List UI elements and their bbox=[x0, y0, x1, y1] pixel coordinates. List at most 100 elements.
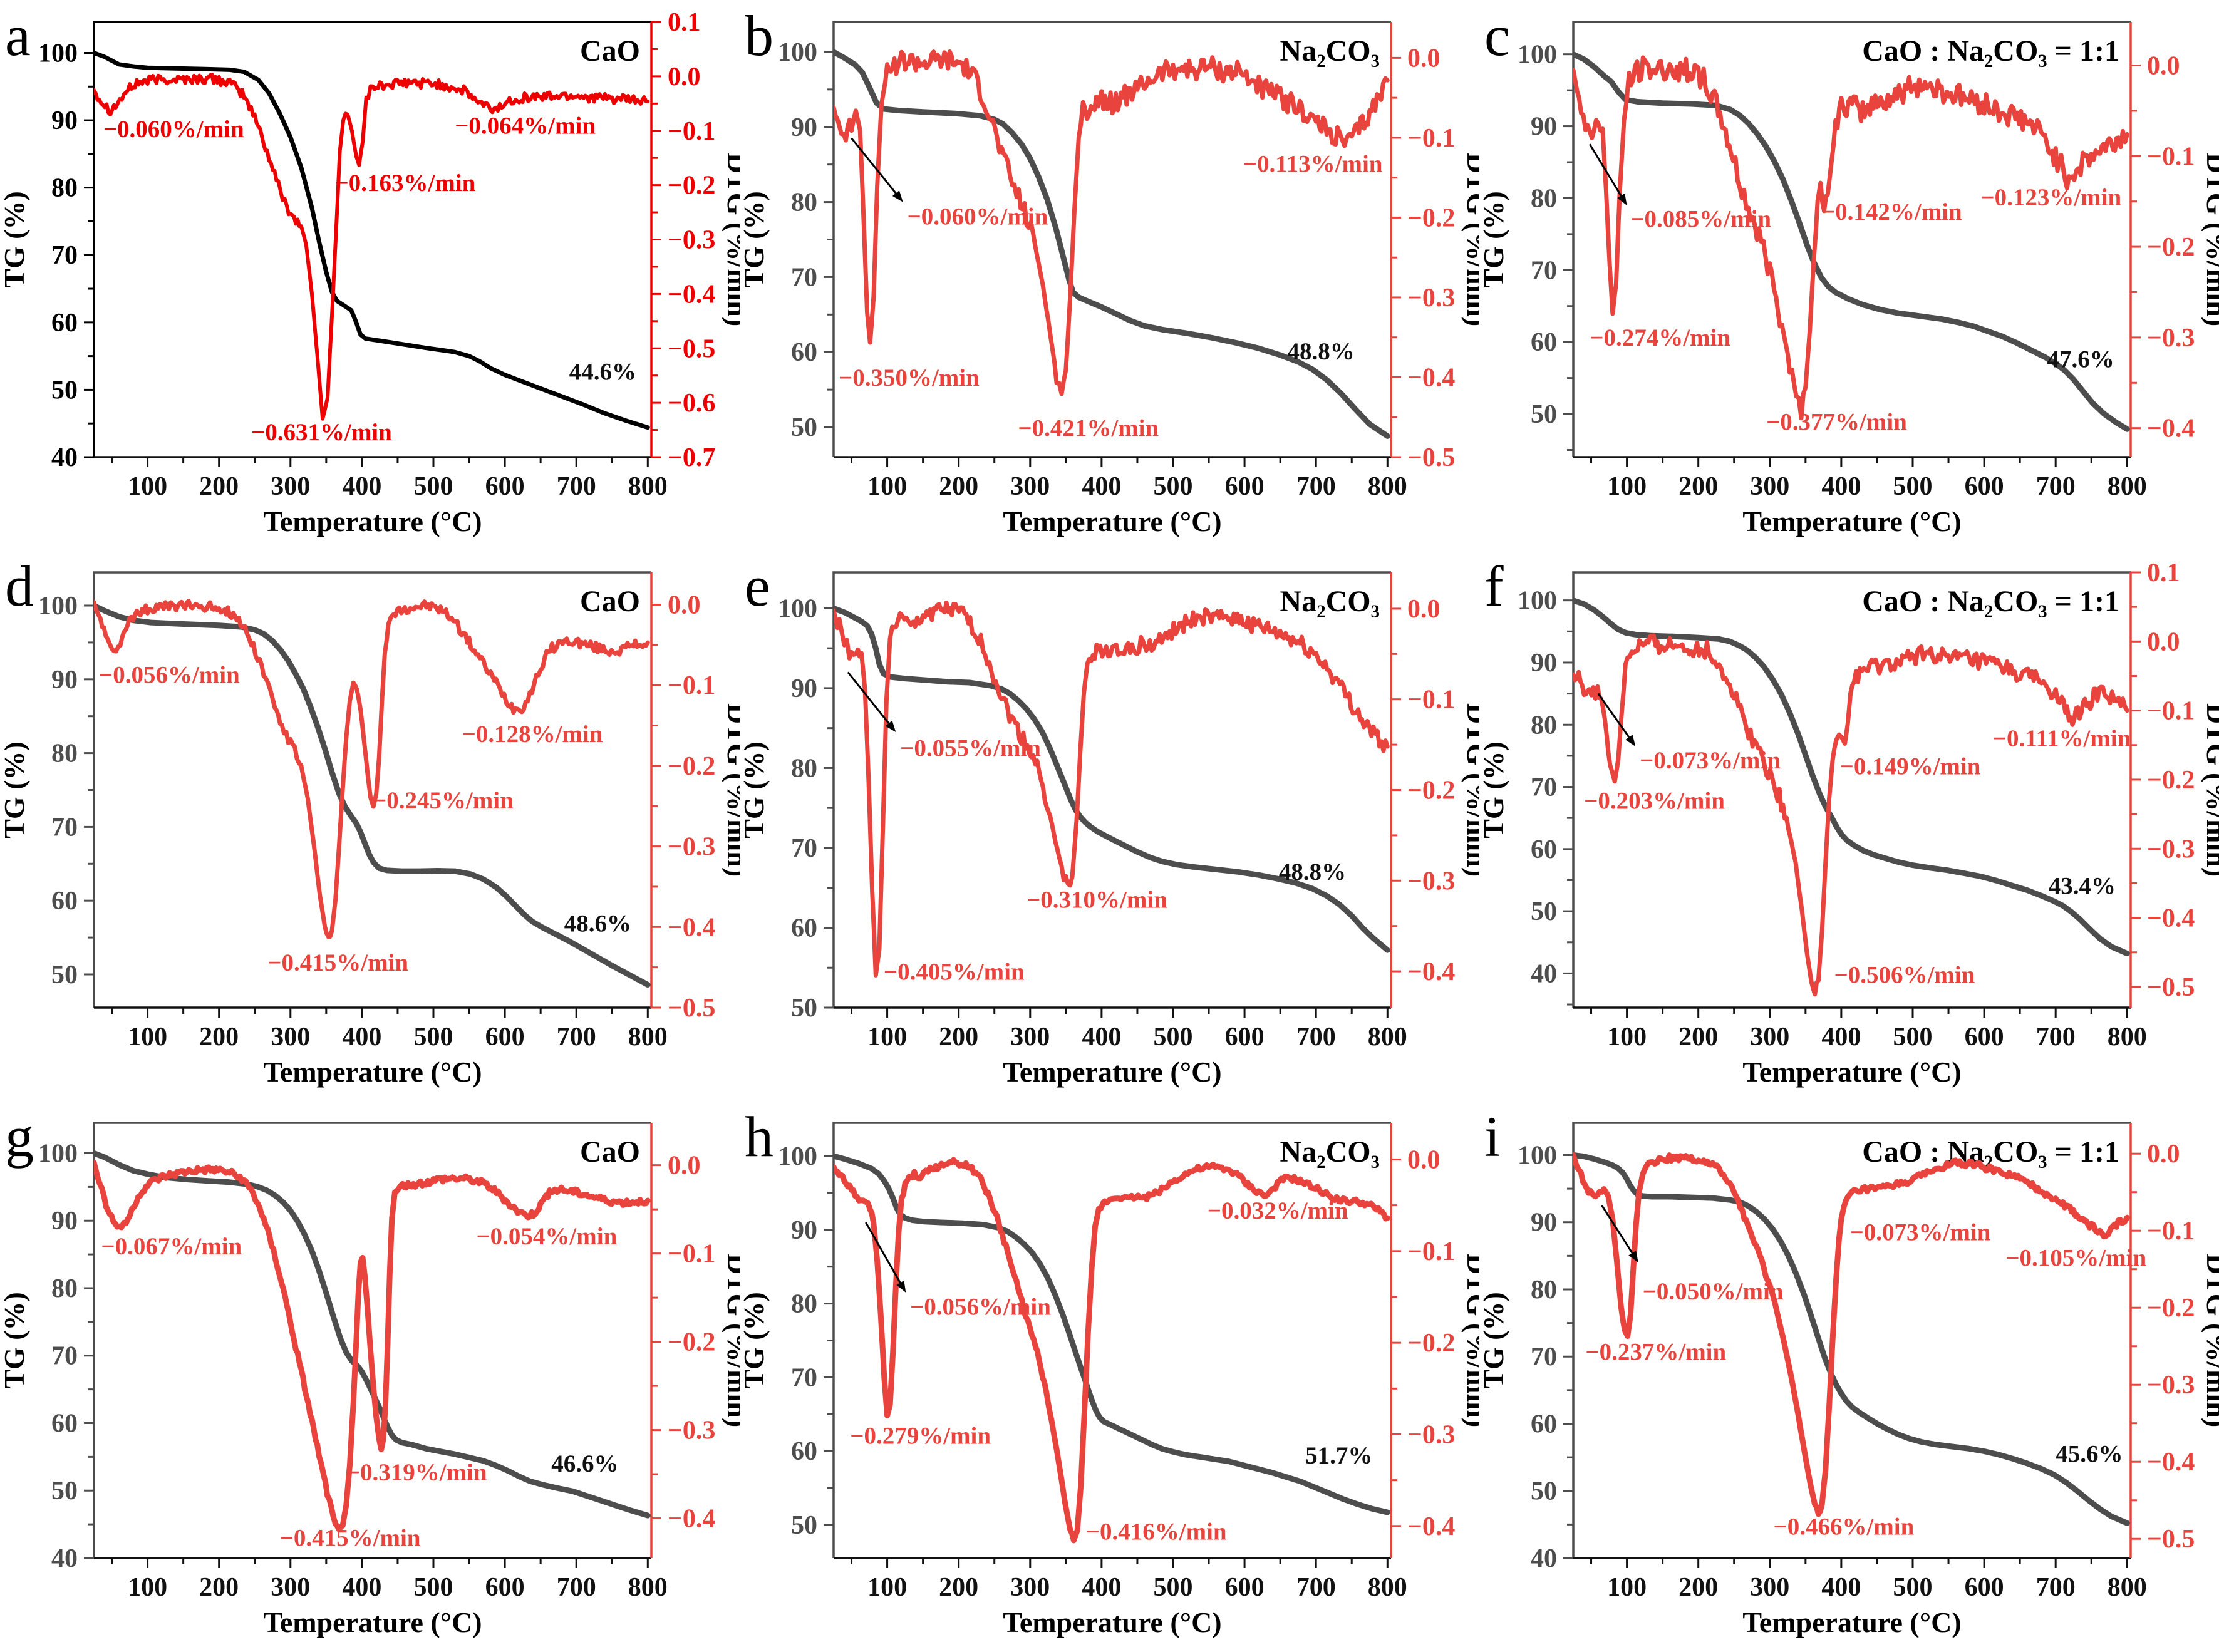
panel-title: CaO bbox=[580, 1135, 640, 1169]
panel-c-chart: 100 200 300 400 500 600 700 800 50 60 70 80 90 100 0.0… bbox=[1479, 4, 2219, 537]
tg-tick-label: 80 bbox=[1531, 1276, 1557, 1304]
panel-title: Na₂CO₃ bbox=[1280, 1135, 1380, 1169]
tg-tick-label: 100 bbox=[1518, 587, 1557, 616]
x-tick-label: 500 bbox=[1893, 472, 1932, 501]
annotation-final-mass: 51.7% bbox=[1305, 1442, 1372, 1469]
dtg-tick-label: −0.4 bbox=[2147, 1448, 2195, 1477]
tg-tick-label: 90 bbox=[51, 1207, 78, 1236]
dtg-tick-label: 0.0 bbox=[668, 591, 701, 619]
x-tick-label: 800 bbox=[628, 472, 668, 501]
x-tick-label: 500 bbox=[1153, 472, 1192, 501]
tg-tick-label: 80 bbox=[1531, 711, 1557, 740]
annotation-rate: −0.416%/min bbox=[1086, 1519, 1227, 1546]
annotation-rate: −0.050%/min bbox=[1643, 1278, 1784, 1305]
panel-i: 100 200 300 400 500 600 700 800 40 50 60 70 80 90 100 0… bbox=[1479, 1101, 2219, 1651]
annotation-rate: −0.105%/min bbox=[2005, 1244, 2146, 1271]
dtg-tick-label: −0.2 bbox=[2147, 766, 2195, 795]
annotation-arrow bbox=[847, 671, 896, 733]
tg-tick-label: 100 bbox=[1518, 41, 1557, 70]
dtg-axis: 0.0 −0.1 −0.2 −0.3 −0.4 −0.5 bbox=[1391, 44, 1455, 472]
tg-axis-label: TG (%) bbox=[740, 1292, 770, 1389]
annotation-rate: −0.350%/min bbox=[839, 364, 980, 391]
tg-curve bbox=[1573, 1152, 2130, 1526]
dtg-curve bbox=[94, 599, 650, 939]
x-tick-label: 800 bbox=[2108, 1023, 2147, 1051]
tg-tick-label: 90 bbox=[1531, 113, 1557, 142]
x-axis-label: Temperature (°C) bbox=[1742, 1606, 1961, 1638]
annotation-rate: −0.203%/min bbox=[1584, 787, 1725, 814]
panel-d-chart: 100 200 300 400 500 600 700 800 50 60 70 80 90 100 0.0… bbox=[0, 554, 740, 1088]
tg-tick-label: 90 bbox=[51, 106, 78, 135]
x-tick-label: 600 bbox=[1225, 1573, 1265, 1602]
panel-letter: f bbox=[1484, 554, 1504, 618]
tg-tick-label: 60 bbox=[1531, 328, 1557, 357]
x-tick-label: 400 bbox=[342, 1573, 381, 1602]
panel-g: 100 200 300 400 500 600 700 800 40 50 60 70 80 90 100 0… bbox=[0, 1101, 740, 1651]
x-tick-label: 700 bbox=[1296, 472, 1336, 501]
tg-tick-label: 50 bbox=[791, 1511, 817, 1540]
panel-a-chart: 100 200 300 400 500 600 700 800 40 50 60 70 80 90 100 0… bbox=[0, 4, 740, 537]
x-tick-label: 200 bbox=[1678, 1023, 1718, 1051]
x-axis-label: Temperature (°C) bbox=[1742, 1056, 1961, 1088]
tg-tick-label: 80 bbox=[51, 174, 78, 203]
tg-axis: 50 60 70 80 90 100 bbox=[778, 1142, 834, 1540]
dtg-axis-label: DTG (%/min) bbox=[722, 153, 740, 326]
dtg-tick-label: −0.4 bbox=[668, 280, 715, 309]
dtg-tick-label: 0.1 bbox=[2147, 559, 2180, 587]
x-axis: 100 200 300 400 500 600 700 800 bbox=[111, 457, 668, 501]
tg-axis-label: TG (%) bbox=[0, 1292, 30, 1389]
x-axis: 100 200 300 400 500 600 700 800 bbox=[1590, 1008, 2147, 1051]
annotation-rate: −0.163%/min bbox=[335, 170, 476, 197]
tg-axis: 40 50 60 70 80 90 100 bbox=[38, 1139, 94, 1573]
tg-tick-label: 40 bbox=[1531, 1544, 1557, 1573]
panel-b-chart: 100 200 300 400 500 600 700 800 50 60 70 80 90 100 0.0… bbox=[740, 4, 1479, 537]
x-tick-label: 500 bbox=[413, 472, 453, 501]
annotation-rate: −0.377%/min bbox=[1766, 408, 1907, 435]
tg-tick-label: 100 bbox=[778, 1142, 817, 1171]
dtg-tick-label: −0.7 bbox=[668, 443, 715, 472]
x-axis-label: Temperature (°C) bbox=[1003, 505, 1221, 537]
x-tick-label: 200 bbox=[1678, 472, 1718, 501]
tg-curve bbox=[94, 51, 650, 430]
dtg-tick-label: 0.0 bbox=[2147, 1140, 2180, 1169]
dtg-tick-label: −0.2 bbox=[668, 1328, 715, 1357]
panel-letter: a bbox=[5, 4, 31, 68]
panel-d: 100 200 300 400 500 600 700 800 50 60 70 80 90 100 0.0… bbox=[0, 550, 740, 1101]
dtg-tick-label: 0.0 bbox=[2147, 627, 2180, 656]
x-tick-label: 400 bbox=[1821, 1023, 1861, 1051]
x-tick-label: 600 bbox=[1965, 1573, 2004, 1602]
tg-axis-spine bbox=[1572, 21, 2131, 457]
tg-axis-label: TG (%) bbox=[1479, 191, 1509, 288]
annotation-rate: −0.060%/min bbox=[908, 204, 1048, 230]
x-tick-label: 600 bbox=[1965, 472, 2004, 501]
dtg-tick-label: −0.5 bbox=[2147, 1525, 2195, 1554]
x-axis-label: Temperature (°C) bbox=[263, 1056, 482, 1088]
x-tick-label: 700 bbox=[557, 1023, 596, 1051]
tg-axis-label: TG (%) bbox=[1479, 1292, 1509, 1389]
annotation-rate: −0.111%/min bbox=[1993, 725, 2131, 752]
tg-axis: 40 50 60 70 80 90 100 bbox=[38, 39, 94, 472]
dtg-tick-label: −0.3 bbox=[668, 833, 715, 862]
tg-axis: 40 50 60 70 80 90 100 bbox=[1518, 587, 1573, 1006]
tg-tick-label: 90 bbox=[791, 113, 817, 142]
dtg-curve bbox=[1573, 55, 2129, 421]
panel-title: CaO bbox=[580, 585, 640, 618]
x-tick-label: 200 bbox=[199, 1023, 239, 1051]
tg-tick-label: 50 bbox=[1531, 897, 1557, 926]
panel-letter: i bbox=[1484, 1105, 1501, 1169]
tg-axis-spine bbox=[93, 21, 651, 457]
tg-tick-label: 60 bbox=[51, 309, 78, 338]
tg-tick-label: 40 bbox=[51, 443, 78, 472]
dtg-axis: 0.0 −0.1 −0.2 −0.3 −0.4 bbox=[2131, 52, 2195, 443]
annotation-final-mass: 43.4% bbox=[2049, 872, 2116, 899]
x-axis-label: Temperature (°C) bbox=[1003, 1056, 1221, 1088]
x-tick-label: 500 bbox=[1153, 1023, 1192, 1051]
tg-tick-label: 100 bbox=[778, 38, 817, 67]
panel-c: 100 200 300 400 500 600 700 800 50 60 70 80 90 100 0.0… bbox=[1479, 0, 2219, 550]
x-tick-label: 600 bbox=[1225, 472, 1265, 501]
annotation-final-mass: 48.8% bbox=[1288, 338, 1355, 365]
panel-h: 100 200 300 400 500 600 700 800 50 60 70 80 90 100 0.0… bbox=[740, 1101, 1479, 1651]
tg-curve bbox=[834, 605, 1390, 953]
x-tick-label: 200 bbox=[199, 1573, 239, 1602]
x-tick-label: 400 bbox=[1082, 472, 1121, 501]
